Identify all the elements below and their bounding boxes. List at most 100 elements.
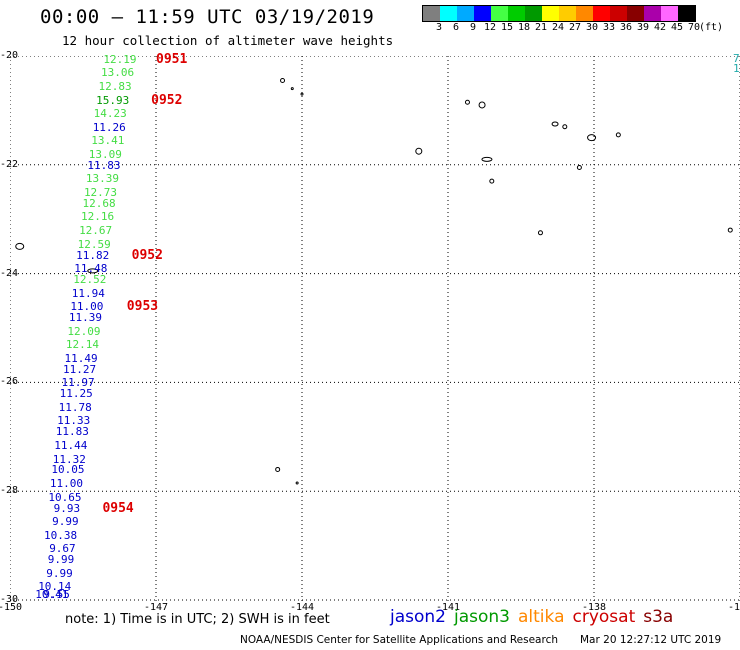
scale-swatch (593, 6, 610, 21)
wave-height-value: 11.25 (59, 387, 93, 401)
wave-height-value: 15.93 (96, 93, 130, 107)
scale-swatch (678, 6, 695, 21)
scale-label: 45 (670, 22, 684, 33)
scale-swatch (491, 6, 508, 21)
generated-timestamp: Mar 20 12:27:12 UTC 2019 (580, 634, 722, 646)
island-outline (275, 466, 281, 472)
wave-height-value: 12.09 (67, 324, 101, 338)
scale-swatch (474, 6, 491, 21)
wave-height-value: 13.09 (88, 147, 122, 161)
scale-swatch (661, 6, 678, 21)
scale-swatch (525, 6, 542, 21)
scale-swatch (457, 6, 474, 21)
island-outline (537, 230, 543, 236)
scale-swatch (610, 6, 627, 21)
island-outline (489, 178, 495, 184)
wave-height-value: 11.94 (71, 286, 105, 300)
chart-title: 00:00 – 11:59 UTC 03/19/2019 (40, 6, 375, 28)
wave-height-value: 9.55 (43, 588, 70, 601)
pass-time-label: 0951 (156, 51, 188, 67)
scale-swatch (508, 6, 525, 21)
edge-label-line: 7 (733, 52, 740, 65)
credit-line: NOAA/NESDIS Center for Satellite Applica… (240, 634, 558, 646)
wave-height-value: 11.48 (74, 262, 108, 276)
footnote: note: 1) Time is in UTC; 2) SWH is in fe… (65, 612, 330, 627)
wave-height-value: 11.00 (70, 300, 104, 314)
island-outline (290, 87, 294, 91)
lon-tick-label: -13 (728, 602, 740, 613)
wave-height-value: 11.78 (58, 400, 92, 414)
scale-swatch (423, 6, 440, 21)
map-canvas (10, 56, 740, 601)
island-outline (615, 132, 621, 138)
wave-height-value: 12.16 (81, 210, 115, 224)
lat-tick-label: -30 (0, 594, 19, 605)
scale-label: 24 (551, 22, 565, 33)
wave-height-value: 12.73 (83, 186, 118, 199)
scale-label: 27 (568, 22, 582, 33)
island-outline (576, 165, 582, 171)
island-outline (300, 92, 304, 96)
wave-height-value: 10.65 (48, 490, 82, 504)
wave-height-value: 11.97 (61, 376, 95, 390)
lat-tick-label: -26 (0, 376, 19, 388)
color-scale-bar (422, 5, 696, 22)
scale-label: (ft) (698, 22, 724, 33)
island-outline (551, 121, 559, 127)
scale-label: 39 (636, 22, 650, 33)
wave-height-value: 10.41 (35, 588, 69, 601)
scale-label: 6 (452, 22, 460, 33)
wave-height-value: 11.32 (52, 452, 86, 466)
scale-label: 12 (483, 22, 497, 33)
scale-swatch (440, 6, 457, 21)
island-outline (562, 124, 568, 130)
wave-height-value: 11.27 (63, 362, 97, 376)
island-outline (478, 101, 486, 109)
wave-height-value: 10.38 (44, 528, 78, 542)
chart-subtitle: 12 hour collection of altimeter wave hei… (62, 33, 394, 48)
wave-height-value: 14.23 (93, 107, 127, 121)
wave-height-value: 13.41 (91, 134, 125, 148)
wave-height-value: 13.39 (85, 172, 119, 186)
scale-swatch (542, 6, 559, 21)
scale-swatch (576, 6, 593, 21)
pass-time-label: 0952 (151, 92, 183, 108)
map-area[interactable] (10, 56, 740, 601)
satellite-legend: jason2 jason3 altika cryosat s3a (390, 607, 681, 627)
scale-label: 21 (534, 22, 548, 33)
lon-tick-label: -150 (0, 602, 23, 613)
island-outline (87, 268, 99, 274)
wave-height-value: 9.67 (49, 542, 76, 556)
island-outline (415, 147, 423, 155)
scale-label: 9 (469, 22, 477, 33)
wave-height-value: 11.26 (92, 120, 126, 134)
scale-label: 3 (435, 22, 443, 33)
scale-swatch (644, 6, 661, 21)
wave-height-value: 12.59 (77, 237, 111, 251)
wave-height-value: 10.05 (51, 463, 85, 477)
wave-height-value: 11.83 (55, 425, 89, 439)
scale-label: 33 (602, 22, 616, 33)
wave-height-value: 12.14 (65, 338, 100, 352)
lat-tick-label: -28 (0, 485, 19, 497)
scale-swatch (559, 6, 576, 21)
legend-altika: altika (518, 607, 565, 627)
lat-tick-label: -20 (0, 50, 19, 61)
scale-swatch (627, 6, 644, 21)
pass-time-label: 0952 (131, 247, 163, 263)
wave-height-value: 11.33 (57, 414, 91, 428)
wave-height-value: 10.14 (38, 580, 72, 594)
wave-height-value: 9.99 (46, 566, 73, 580)
legend-cryosat: cryosat (572, 607, 636, 627)
wave-height-value: 9.93 (53, 501, 81, 515)
wave-height-value: 11.83 (87, 158, 121, 172)
lat-tick-label: -22 (0, 158, 19, 170)
lon-tick-label: -147 (144, 602, 169, 613)
lon-tick-label: -144 (290, 602, 315, 613)
wave-height-value: 12.68 (82, 196, 116, 210)
wave-height-value: 11.44 (54, 438, 88, 452)
pass-time-label: 0953 (126, 299, 159, 315)
wave-height-value: 13.06 (100, 66, 135, 80)
island-outline (481, 156, 493, 162)
wave-height-value: 11.39 (68, 311, 102, 325)
